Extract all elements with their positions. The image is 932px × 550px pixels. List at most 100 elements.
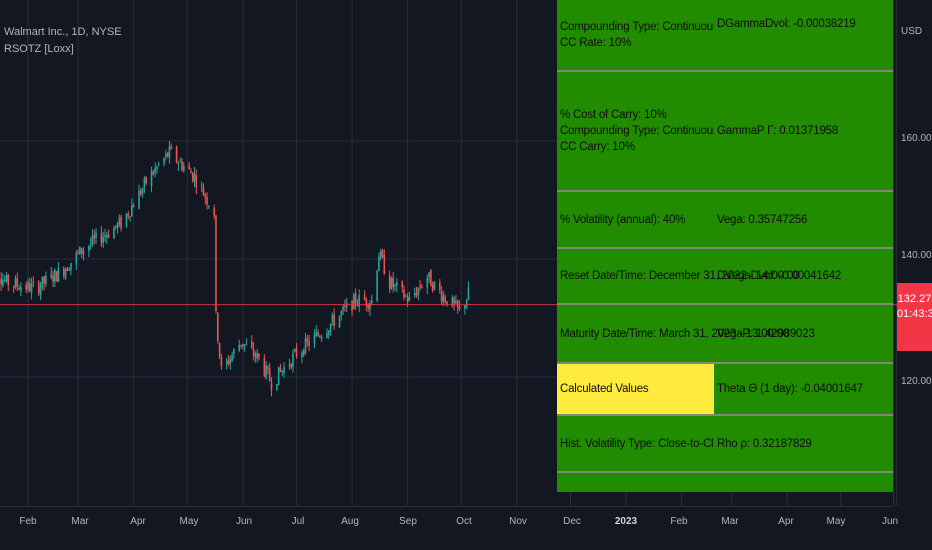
candle-body bbox=[419, 285, 421, 288]
candle-body bbox=[52, 275, 54, 283]
candle-body bbox=[315, 331, 318, 337]
candle-body bbox=[353, 294, 355, 310]
section-header-calculated-values: Calculated Values bbox=[557, 364, 714, 414]
candle-body bbox=[281, 370, 284, 373]
candle-body bbox=[181, 161, 183, 170]
candle-body bbox=[116, 223, 119, 229]
candle-body bbox=[242, 343, 244, 347]
candle-body bbox=[263, 357, 266, 376]
table-cell-right: Rho ρ: 0.32187829 bbox=[717, 437, 812, 450]
candle-body bbox=[5, 275, 8, 282]
table-row: Hist. Volatility Type: Close-to-Close Rh… bbox=[557, 416, 893, 473]
candle-body bbox=[127, 213, 130, 216]
candle-body bbox=[93, 235, 96, 239]
symbol-title[interactable]: Walmart Inc., 1D, NYSE bbox=[4, 26, 122, 38]
candle-body bbox=[363, 295, 366, 300]
table-row: Reset Date/Time: December 31, 2022 - 14:… bbox=[557, 249, 893, 305]
candle-body bbox=[89, 243, 92, 246]
candle-body bbox=[14, 278, 17, 288]
time-axis-label: Apr bbox=[778, 516, 794, 527]
candle-body bbox=[367, 304, 369, 308]
table-cell-right: VegaP: 1.42989023 bbox=[717, 327, 815, 340]
candle-body bbox=[129, 216, 131, 218]
candle-body bbox=[240, 344, 242, 346]
candle-body bbox=[252, 348, 255, 356]
candle-body bbox=[421, 287, 423, 289]
candle-body bbox=[444, 296, 446, 302]
time-axis-label: May bbox=[179, 516, 199, 527]
candle-body bbox=[227, 360, 230, 365]
candle-body bbox=[118, 218, 121, 225]
candle-body bbox=[464, 305, 466, 309]
time-axis-label: Mar bbox=[721, 516, 739, 527]
candle-body bbox=[431, 284, 434, 291]
candle-body bbox=[378, 256, 380, 272]
candle-body bbox=[141, 188, 144, 194]
candle-body bbox=[446, 301, 448, 306]
candle-body bbox=[333, 314, 335, 326]
table-cell-left: % Volatility (annual): 40% bbox=[560, 213, 686, 226]
candle-body bbox=[163, 158, 165, 164]
candle-body bbox=[256, 352, 258, 359]
candle-body bbox=[107, 234, 110, 238]
candle-body bbox=[154, 168, 156, 173]
candle-body bbox=[77, 251, 79, 253]
candle-body bbox=[215, 215, 217, 312]
candle-body bbox=[70, 263, 72, 270]
table-cell-right: Theta Θ (1 day): -0.04001647 bbox=[717, 383, 863, 395]
candle-body bbox=[12, 286, 15, 288]
time-axis-label: Jul bbox=[291, 516, 305, 527]
candle-body bbox=[233, 349, 235, 354]
candle-body bbox=[270, 382, 273, 391]
candle-body bbox=[340, 311, 343, 316]
candle-body bbox=[225, 360, 228, 365]
candle-body bbox=[451, 297, 454, 307]
candle-body bbox=[95, 232, 97, 238]
candle-body bbox=[417, 287, 420, 295]
candle-body bbox=[138, 190, 140, 209]
candle-body bbox=[45, 275, 47, 284]
candle-body bbox=[354, 293, 357, 304]
candle-body bbox=[304, 338, 307, 354]
table-cell-left: Hist. Volatility Type: Close-to-Close bbox=[560, 437, 714, 450]
candle-body bbox=[283, 367, 285, 373]
candle-body bbox=[191, 172, 194, 181]
candle-body bbox=[28, 282, 31, 292]
candle-body bbox=[170, 146, 173, 149]
candle-body bbox=[82, 250, 85, 255]
candle-body bbox=[102, 237, 104, 243]
candle-body bbox=[344, 306, 346, 308]
time-axis-label: Feb bbox=[670, 516, 688, 527]
candle-body bbox=[251, 341, 253, 348]
candle-body bbox=[0, 278, 2, 285]
candle-body bbox=[139, 190, 142, 195]
candle-body bbox=[57, 268, 60, 282]
candle-body bbox=[39, 286, 42, 295]
table-cell-left bbox=[557, 473, 714, 492]
indicator-label[interactable]: RSOTZ [Loxx] bbox=[4, 43, 74, 55]
candle-body bbox=[152, 171, 155, 175]
candle-body bbox=[342, 306, 344, 311]
candle-body bbox=[276, 384, 278, 390]
candle-body bbox=[370, 300, 373, 303]
candle-body bbox=[327, 330, 330, 336]
candle-body bbox=[456, 300, 459, 308]
price-axis-label: 120.00 bbox=[901, 376, 932, 387]
candle-body bbox=[394, 284, 396, 286]
candle-body bbox=[208, 206, 210, 208]
candle-body bbox=[465, 300, 468, 308]
greeks-table: Compounding Type: Continuous CC Rate: 10… bbox=[557, 0, 893, 492]
candle-body bbox=[179, 161, 181, 163]
candle-body bbox=[132, 205, 135, 208]
candle-body bbox=[32, 281, 35, 283]
candle-body bbox=[113, 227, 115, 239]
candle-body bbox=[279, 368, 282, 372]
candle-body bbox=[388, 274, 391, 289]
candle-body bbox=[453, 298, 455, 304]
candle-body bbox=[319, 336, 321, 338]
candle-body bbox=[277, 366, 280, 386]
candle-body bbox=[145, 176, 147, 184]
candle-body bbox=[356, 304, 359, 306]
last-price-tag: 132.27 01:43:30 bbox=[897, 283, 932, 351]
